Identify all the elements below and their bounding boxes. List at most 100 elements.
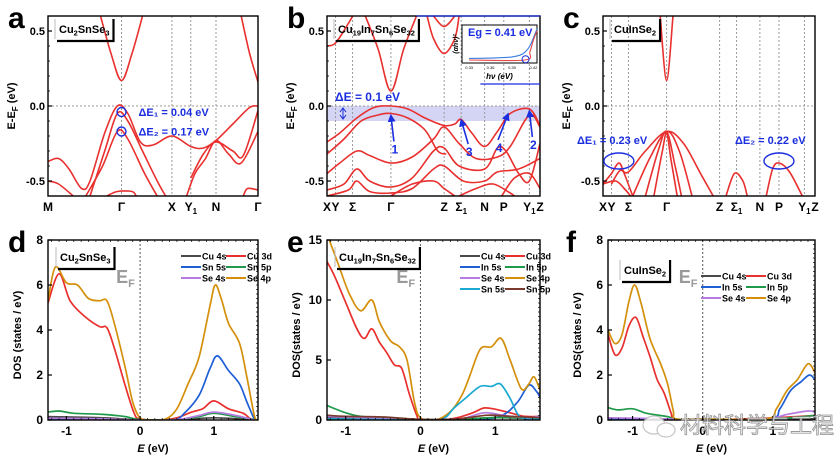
kpoint-label: Y <box>607 200 615 214</box>
title-part: 6 <box>389 29 393 38</box>
dos-series-in-5s <box>608 374 815 420</box>
kpoint-label-main: Y <box>798 200 806 214</box>
band-line <box>190 110 258 179</box>
legend-label: Cu 3d <box>526 252 551 262</box>
kpoint-label-main: Σ <box>455 200 462 214</box>
x-axis-label-var: E <box>696 443 704 455</box>
x-axis-label: E (eV) <box>696 443 728 455</box>
x-tick-label: -1 <box>61 424 72 438</box>
y-tick-label: -0.5 <box>26 176 45 188</box>
kpoint-label: M <box>43 200 53 214</box>
y-axis-label-main: E-E <box>285 111 297 129</box>
watermark-text: 材料科学与工程 <box>680 414 834 439</box>
title-part: SnSe <box>79 252 107 264</box>
kpoint-label: X <box>323 200 331 214</box>
kpoint-label-sub: 1 <box>463 207 468 216</box>
title-part: CuInSe <box>624 265 662 277</box>
inset-y-axis-label: (αhν)² <box>453 34 460 54</box>
dos-series-cu-3d <box>48 272 258 420</box>
y-tick-label: 6 <box>596 278 603 292</box>
title-part: 3 <box>106 257 110 266</box>
dos-series-cu-3d <box>608 316 815 420</box>
kpoint-label: Z <box>440 200 447 214</box>
legend-label: Cu 3d <box>247 252 272 262</box>
y-axis-label-unit: (eV) <box>285 82 297 106</box>
band-maximum-arrow <box>387 113 396 142</box>
band-line <box>242 187 258 196</box>
legend-label: Sn 5p <box>526 285 551 295</box>
y-axis-label: E-EF (eV) <box>561 82 575 129</box>
compound-title-d: Cu2SnSe3 <box>60 252 111 266</box>
panel-letter-c: c <box>563 2 580 35</box>
y-tick-label: 0 <box>596 413 603 427</box>
band-line <box>48 180 74 196</box>
y-axis-label: E-EF (eV) <box>6 82 20 129</box>
dos-series-se-4p <box>608 284 815 420</box>
inset-series-fit <box>469 30 538 62</box>
band-line <box>185 131 258 196</box>
title-box-shadow <box>57 19 115 43</box>
kpoint-label: X <box>168 200 176 214</box>
inset-series-absorption <box>469 28 538 59</box>
y-axis-label-sub: F <box>290 106 299 111</box>
title-box-shadow <box>58 247 116 271</box>
title-part: 2 <box>662 270 666 279</box>
x-axis-label: E (eV) <box>137 443 169 455</box>
band-line <box>426 16 460 55</box>
legend-label: Se 4s <box>722 294 746 304</box>
kpoint-label-main: Σ <box>731 200 738 214</box>
inset-x-tick-label: 0.33 <box>465 65 474 70</box>
y-tick-label: 0.0 <box>30 101 45 113</box>
y-axis-label-main: E-E <box>561 111 573 129</box>
kpoint-label: Y <box>332 200 340 214</box>
x-tick-label: 0 <box>137 424 144 438</box>
y-tick-label: 15 <box>309 233 323 247</box>
band-line <box>240 16 258 83</box>
y-axis-label-sub: F <box>566 106 575 111</box>
legend-label: Sn 5p <box>247 263 272 273</box>
kpoint-label: Z <box>811 200 818 214</box>
y-axis-label: DOS(states / eV) <box>572 292 584 378</box>
band-maximum-arrow-label: 1 <box>392 143 399 157</box>
x-tick-label: 0 <box>417 424 424 438</box>
bandgap-marker <box>521 55 530 64</box>
band-edge-marker <box>116 106 127 118</box>
band-line <box>458 183 515 196</box>
inset-x-tick-label: 0.42 <box>530 65 539 70</box>
title-part: SnSe <box>78 24 106 36</box>
inset-x-tick-label: 0.36 <box>487 65 496 70</box>
kpoint-label: Y1 <box>798 200 811 216</box>
dos-series-se-4s <box>48 411 255 420</box>
y-tick-label: -0.5 <box>581 176 600 188</box>
title-part: 3 <box>105 29 109 38</box>
title-part: Se <box>393 24 406 36</box>
y-tick-label: -0.5 <box>305 176 324 188</box>
band-line <box>89 110 167 196</box>
legend-label: Cu 4s <box>722 272 747 282</box>
y-tick-label: 10 <box>309 293 323 307</box>
fermi-label-sub: F <box>128 278 135 290</box>
title-part: In <box>362 252 372 264</box>
band-line <box>327 143 540 191</box>
band-line <box>603 180 632 196</box>
title-part: Cu <box>59 24 74 36</box>
title-part: 6 <box>390 257 394 266</box>
compound-title-e: Cu19In7Sn6Se32 <box>339 252 416 266</box>
dos-series-se-4p <box>48 265 258 420</box>
energy-offset-annotation: ΔE₂ = 0.17 eV <box>139 127 210 139</box>
band-edge-marker <box>763 152 795 170</box>
panel-letter-a: a <box>8 2 25 35</box>
y-tick-label: 4 <box>596 323 603 337</box>
compound-title-f: CuInSe2 <box>624 265 666 279</box>
legend-label: Se 4p <box>247 274 272 284</box>
band-maximum-arrow-label: 3 <box>466 145 473 159</box>
kpoint-label: P <box>775 200 783 214</box>
y-tick-label: 0.0 <box>309 101 324 113</box>
title-part: CuInSe <box>614 24 652 36</box>
title-part: 2 <box>75 257 79 266</box>
compound-title-c: CuInSe2 <box>614 24 656 38</box>
y-tick-label: 0.5 <box>585 26 600 38</box>
compound-title-a: Cu2SnSe3 <box>59 24 110 38</box>
band-line <box>327 16 354 47</box>
